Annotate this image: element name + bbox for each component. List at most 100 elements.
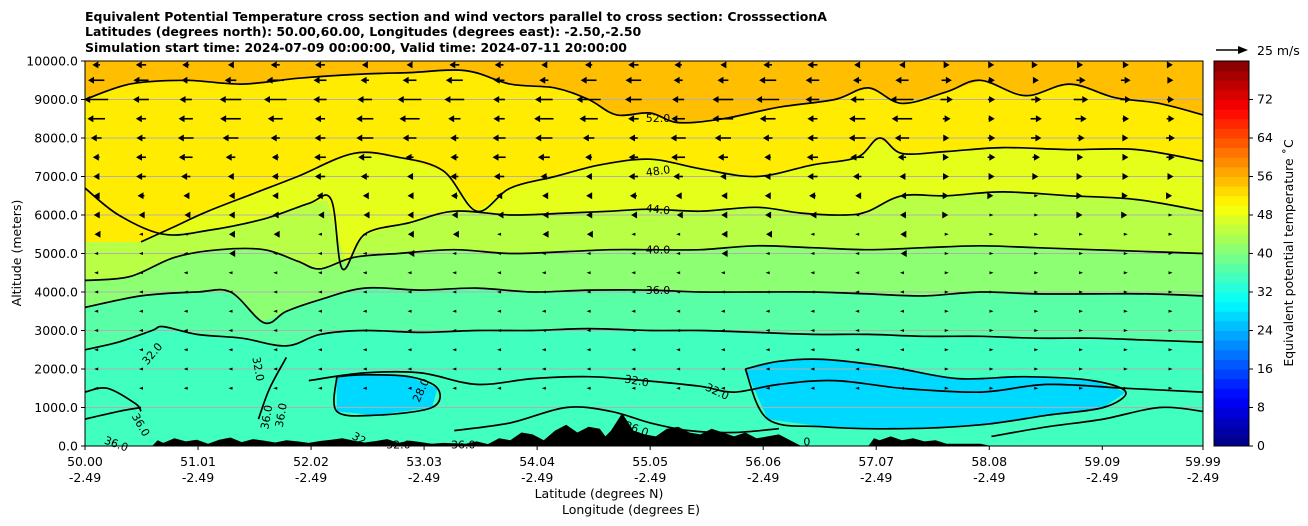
wind-vector [1079,271,1084,275]
title-line-1: Equivalent Potential Temperature cross s… [85,9,827,24]
wind-vector [1166,134,1175,142]
wind-vector [273,271,278,275]
wind-vector [183,252,188,255]
wind-vector [452,329,457,332]
wind-vector [1034,290,1039,294]
wind-vector [493,96,505,103]
y-tick-label: 4000.0 [34,285,78,300]
wind-vector [988,173,995,180]
colorbar-cell [1214,157,1249,168]
wind-vector [586,367,591,371]
wind-vector [362,386,367,390]
wind-vector [407,290,412,294]
contour-label: 32 [350,430,369,448]
wind-vector [318,329,323,332]
wind-vector [765,348,770,352]
wind-vector [315,61,325,69]
wind-vector [671,115,685,123]
y-axis-label: Altitude (meters) [9,200,24,307]
colorbar-cell [1214,138,1249,149]
wind-vectors [85,61,1175,390]
wind-vector [853,173,862,180]
wind-vector [1122,134,1129,142]
wind-vector [586,211,593,219]
x-tick-label-lon: -2.49 [747,470,779,485]
wind-vector [628,173,639,180]
wind-vector [810,386,815,390]
wind-vector [408,250,415,257]
colorbar-cell [1214,349,1249,360]
wind-vector [944,232,949,236]
wind-vector [497,309,502,313]
x-tick-label-lon: -2.49 [521,470,553,485]
wind-vector [717,153,728,161]
y-tick-label: 3000.0 [34,323,78,338]
wind-vector [720,271,725,275]
wind-vector [628,115,639,123]
wind-vector [1167,76,1174,84]
temperature-band [85,288,1203,350]
wind-vector [362,192,369,200]
wind-vector [1034,232,1039,236]
colorbar-cell [1214,388,1249,399]
colorbar-cell [1214,80,1249,91]
wind-vector [85,96,109,103]
wind-vector [765,252,770,255]
x-tick-label-lat: 57.07 [858,454,894,469]
wind-vector [676,271,681,275]
x-tick-label-lat: 55.05 [632,454,668,469]
wind-vector [1079,367,1084,371]
wind-vector [362,367,367,371]
colorbar-cell [1214,176,1249,187]
wind-vector [720,386,725,390]
wind-vector [676,329,681,332]
colorbar-cell [1214,186,1249,197]
wind-vector [228,230,235,238]
wind-vector [497,252,502,255]
wind-vector [671,153,686,161]
wind-vector [989,252,994,255]
wind-vector [177,134,194,142]
wind-vector [1168,213,1173,217]
wind-vector [579,115,598,123]
wind-vector [849,115,866,123]
wind-vector [225,153,236,161]
wind-vector [988,76,995,84]
wind-vector [942,211,949,219]
x-tick-label-lat: 53.03 [406,454,442,469]
wind-vector [900,230,907,238]
wind-vector [584,61,593,69]
contour-line-28 [744,358,1127,430]
wind-vector [318,309,323,313]
wind-vector [810,252,815,255]
temperature-band [85,188,1203,281]
wind-vector [806,153,819,161]
wind-vector [1076,173,1083,180]
wind-vector [1122,115,1130,123]
wind-vector [270,61,280,69]
contour-line-36 [454,406,779,434]
wind-vector [540,173,548,180]
wind-vector [1167,96,1175,103]
wind-vector [1034,271,1039,275]
wind-vector [1168,232,1173,236]
wind-vector [362,309,367,313]
wind-vector [273,309,278,313]
contour-label: 36.0 [451,438,476,451]
wind-vector [497,329,502,332]
wind-vector [360,76,369,84]
wind-vector [497,211,504,219]
wind-vector [712,96,734,103]
colorbar-cell [1214,195,1249,206]
colorbar-cell [1214,292,1249,303]
wind-vector [586,386,591,390]
wind-vector [537,153,550,161]
wind-vector [1079,386,1084,390]
x-tick-label-lon: -2.49 [408,470,440,485]
wind-vector [810,271,815,275]
wind-vector [1034,329,1039,332]
equivalent-potential-temperature-field [85,61,1203,446]
wind-vector [228,348,233,352]
wind-vector [631,367,636,371]
